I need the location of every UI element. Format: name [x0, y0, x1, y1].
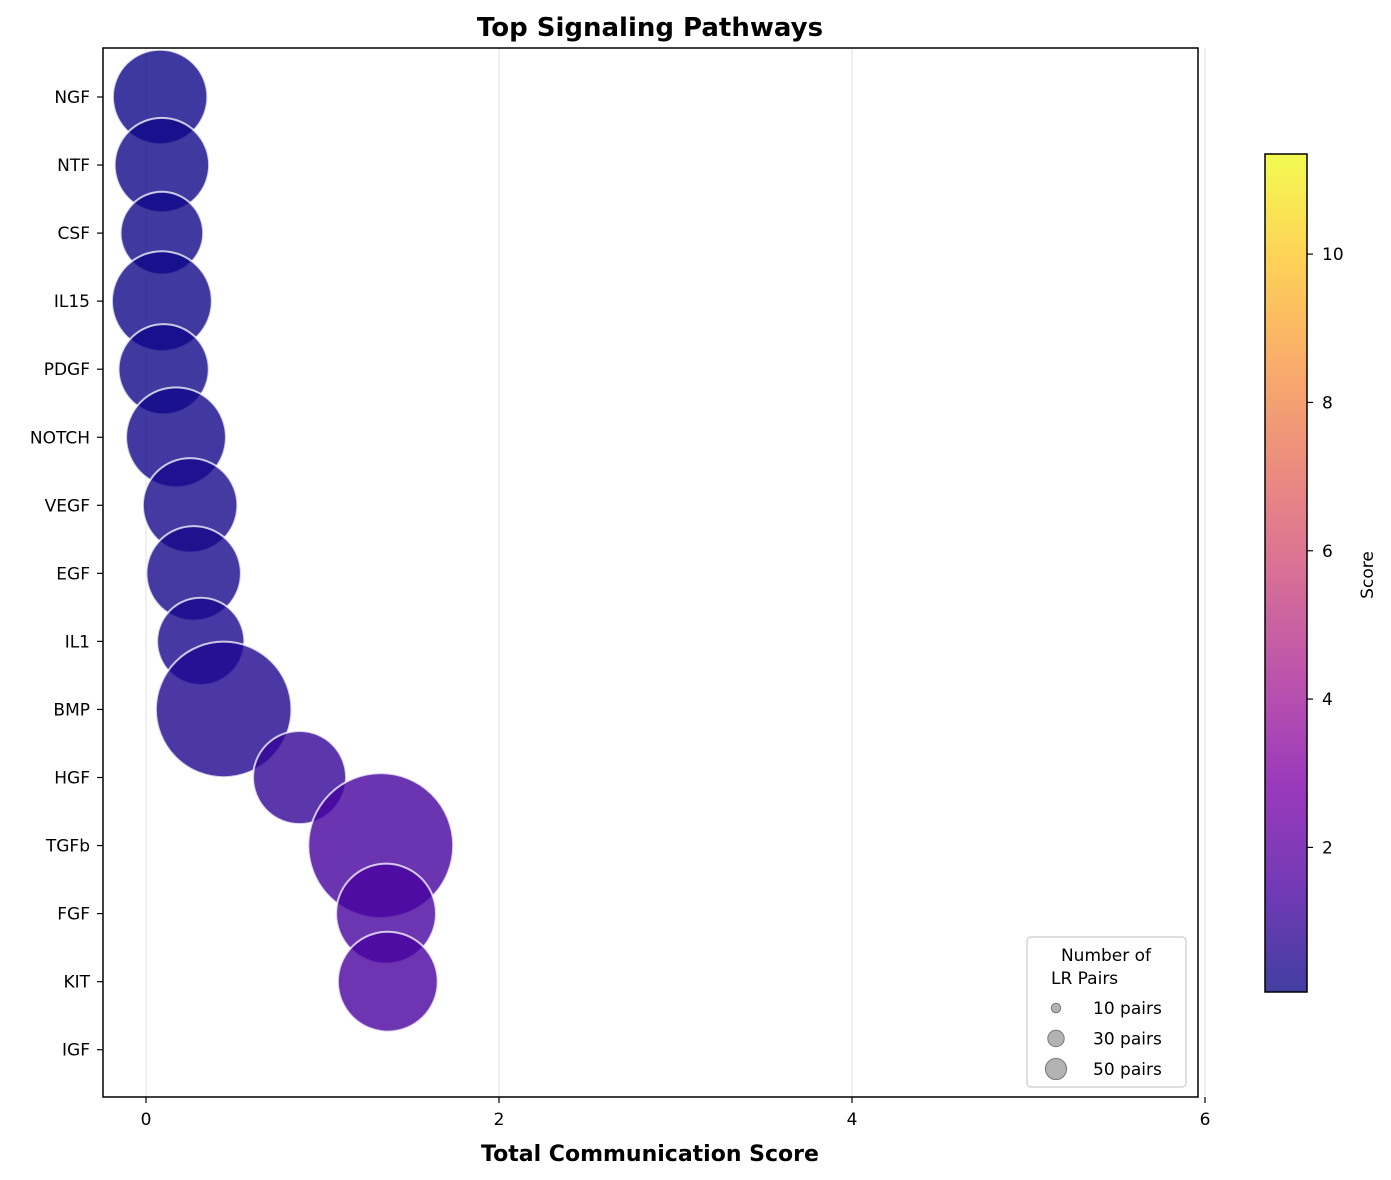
colorbar: 2 4 6 8 10 Score [1264, 153, 1378, 993]
legend-marker [1050, 1002, 1062, 1014]
y-tick-label: PDGF [44, 360, 90, 380]
x-tick-label: 6 [1200, 1110, 1211, 1130]
colorbar-tick-label: 8 [1322, 393, 1333, 413]
colorbar-gradient [1264, 153, 1308, 993]
y-tick-label: CSF [58, 224, 90, 244]
y-tick-label: IL1 [65, 632, 90, 652]
y-tick-label: IL15 [54, 292, 90, 312]
x-tick-label: 4 [847, 1110, 858, 1130]
colorbar-tick-label: 6 [1322, 542, 1333, 562]
legend-entry-label: 30 pairs [1093, 1030, 1162, 1050]
y-tick-label: HGF [54, 769, 90, 789]
legend-entry-label: 50 pairs [1093, 1060, 1162, 1080]
y-tick-label: IGF [62, 1041, 90, 1061]
x-axis-ticks: 0246810 [141, 1097, 1211, 1130]
legend-title-line1: Number of [1061, 946, 1152, 966]
y-tick-label: NGF [54, 88, 90, 108]
plot-frame [102, 47, 1199, 1098]
bubble-kit [336, 930, 439, 1033]
legend-marker [1047, 1029, 1065, 1048]
colorbar-ticks: 2 4 6 8 10 [1307, 245, 1344, 858]
bubble-bmp [154, 640, 293, 779]
colorbar-label: Score [1358, 551, 1378, 599]
bubble-layer [110, 48, 455, 1033]
x-axis-label: Total Communication Score [481, 1142, 819, 1167]
legend-marker [1044, 1057, 1068, 1081]
y-tick-label: KIT [63, 973, 90, 993]
legend-title-line2: LR Pairs [1051, 969, 1118, 989]
x-tick-label: 0 [141, 1110, 152, 1130]
y-tick-label: NTF [57, 156, 90, 176]
y-tick-label: NOTCH [30, 428, 90, 448]
y-tick-label: FGF [57, 905, 90, 925]
size-legend: Number of LR Pairs 10 pairs 30 pairs 50 pair… [1026, 936, 1187, 1088]
legend-entry-label: 10 pairs [1093, 999, 1162, 1019]
colorbar-tick-label: 10 [1322, 245, 1344, 265]
y-tick-label: TGFb [45, 837, 90, 857]
y-axis-ticks: NGF NTF CSF IL15 PDGF NOTCH VEGF EGF IL1 BMP HGF TG… [30, 88, 103, 1061]
colorbar-tick-label: 4 [1322, 690, 1333, 710]
grid-lines [145, 48, 1206, 1097]
colorbar-tick-label: 2 [1322, 838, 1333, 858]
chart-title: Top Signaling Pathways [477, 13, 823, 43]
y-tick-label: BMP [53, 700, 90, 720]
y-tick-label: EGF [56, 564, 90, 584]
y-tick-label: VEGF [45, 496, 90, 516]
legend-box [1026, 936, 1187, 1088]
x-tick-label: 2 [494, 1110, 505, 1130]
